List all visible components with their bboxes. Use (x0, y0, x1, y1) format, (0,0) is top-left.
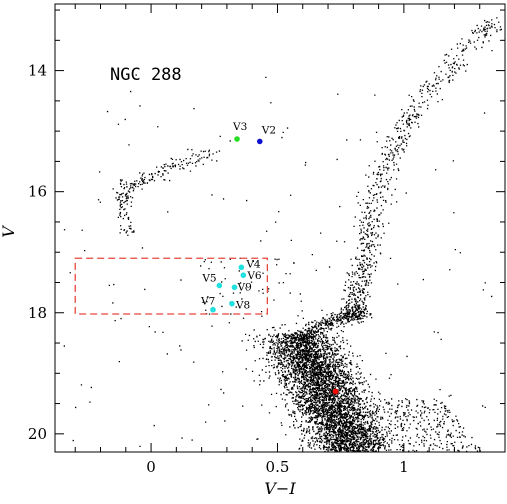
variable-star-v5 (216, 282, 223, 289)
variable-star-v9 (231, 284, 238, 291)
variable-label-v8: V8 (235, 300, 250, 312)
variable-star-v3 (234, 136, 240, 142)
chart-title: NGC 288 (110, 65, 182, 85)
variable-label-v7: V7 (200, 296, 215, 308)
field-stars (63, 17, 502, 453)
variable-label-v6: V6 (246, 270, 262, 282)
x-tick-label: 0.5 (266, 458, 290, 476)
variable-label-v1: V1 (343, 386, 358, 398)
y-tick-label: 18 (28, 304, 47, 322)
y-axis-label: V (0, 225, 18, 238)
variable-label-v4: V4 (245, 258, 261, 270)
variable-label-v2: V2 (261, 124, 276, 136)
variable-star-v7 (210, 306, 216, 313)
y-tick-label: 20 (28, 425, 47, 443)
variable-star-v6 (240, 272, 247, 279)
y-tick-label: 14 (28, 62, 47, 80)
x-tick-label: 1 (399, 458, 409, 476)
highlight-box (74, 257, 269, 315)
variables-layer: V1 V2 V3 V4 V5 V6 V7 V8 V9 (200, 121, 358, 398)
variable-star-v4 (238, 264, 245, 271)
variable-star-v1 (332, 388, 339, 395)
plot-frame (54, 3, 506, 453)
y-tick-label: 16 (28, 183, 47, 201)
axes-layer: 0 0.5 1 14 16 18 20 (28, 4, 505, 476)
variable-label-v3: V3 (232, 121, 247, 133)
variable-label-v9: V9 (236, 281, 251, 293)
field-stars-layer (63, 17, 502, 453)
variable-label-v5: V5 (201, 273, 216, 285)
x-axis-label: V−I (264, 479, 296, 498)
variable-star-v8 (229, 300, 235, 307)
x-tick-label: 0 (146, 458, 156, 476)
variable-star-v2 (256, 138, 263, 145)
